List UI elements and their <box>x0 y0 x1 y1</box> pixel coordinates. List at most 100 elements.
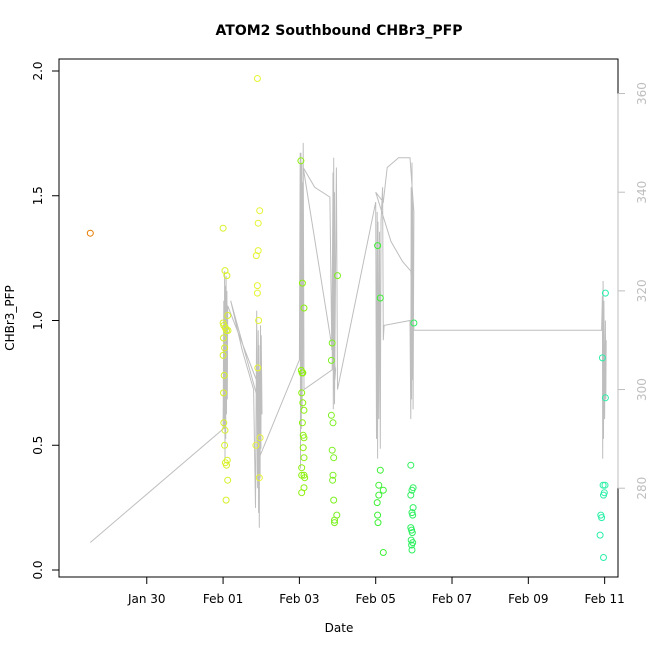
y-axis: 0.0 0.5 1.0 1.5 2.0 <box>31 61 60 580</box>
data-point <box>376 466 384 474</box>
data-point <box>407 491 415 499</box>
data-point <box>224 327 232 334</box>
data-point <box>253 75 261 82</box>
data-point <box>374 242 382 250</box>
data-point <box>298 464 306 472</box>
x-tick-label: Feb 01 <box>203 592 243 606</box>
data-point <box>220 389 227 397</box>
data-point <box>300 304 308 312</box>
data-point <box>254 219 262 227</box>
data-point <box>298 419 306 427</box>
data-point <box>601 289 609 297</box>
y-tick-label: 1.0 <box>31 311 45 330</box>
data-point <box>329 471 337 479</box>
x-tick-label: Feb 11 <box>584 592 624 606</box>
data-point <box>328 339 336 347</box>
data-point <box>330 496 338 504</box>
y2-tick-label: 320 <box>635 279 649 302</box>
y2-tick-label: 280 <box>635 477 649 500</box>
data-point <box>219 224 227 232</box>
data-point <box>299 369 307 377</box>
data-point <box>298 279 306 287</box>
data-point <box>221 344 229 352</box>
data-point <box>297 157 305 165</box>
data-point <box>221 441 229 449</box>
data-point <box>408 541 416 549</box>
data-point <box>220 419 228 427</box>
data-point <box>299 399 307 407</box>
y-tick-label: 2.0 <box>31 61 45 80</box>
y2-tick-label: 340 <box>635 181 649 204</box>
data-point <box>223 272 231 280</box>
data-point <box>298 389 306 397</box>
data-point <box>374 519 382 527</box>
data-point <box>300 434 308 442</box>
x-axis-label: Date <box>325 621 354 635</box>
x-tick-label: Feb 05 <box>356 592 396 606</box>
data-point <box>375 481 383 489</box>
data-point <box>408 546 416 554</box>
data-point <box>330 454 338 462</box>
data-point <box>219 351 227 359</box>
data-point <box>601 394 609 402</box>
data-point <box>376 294 384 302</box>
y-tick-label: 0.5 <box>31 436 45 455</box>
data-point <box>407 461 415 469</box>
data-point <box>596 531 604 539</box>
data-point <box>600 491 607 499</box>
data-point <box>301 474 309 482</box>
data-point <box>331 516 338 524</box>
data-point <box>223 461 230 469</box>
data-point <box>298 489 306 497</box>
data-point <box>221 426 229 434</box>
x-tick-label: Feb 09 <box>508 592 548 606</box>
data-point <box>252 441 260 449</box>
data-point <box>222 496 230 504</box>
data-point <box>409 511 417 519</box>
data-point <box>409 504 417 512</box>
data-point <box>600 554 607 561</box>
data-point <box>334 272 341 280</box>
y-tick-label: 0.0 <box>31 560 45 579</box>
data-point <box>252 252 260 260</box>
data-point <box>598 354 606 362</box>
data-point <box>256 207 264 215</box>
y2-tick-label: 300 <box>635 378 649 401</box>
data-point <box>408 529 416 537</box>
data-point <box>327 411 335 419</box>
data-point <box>379 549 387 556</box>
data-point <box>328 446 336 454</box>
data-point <box>599 481 607 489</box>
data-point <box>408 486 416 494</box>
y2-axis: 280 300 320 340 360 <box>617 82 649 500</box>
data-point <box>329 476 337 484</box>
data-point <box>224 476 232 484</box>
data-point <box>329 419 337 427</box>
data-point <box>300 454 308 462</box>
data-point <box>255 474 263 482</box>
data-point <box>410 319 418 327</box>
data-point <box>601 481 609 489</box>
y-tick-label: 1.5 <box>31 186 45 205</box>
x-tick-label: Jan 30 <box>127 592 166 606</box>
data-point <box>373 499 381 507</box>
y2-tick-label: 360 <box>635 82 649 105</box>
data-point <box>598 514 606 522</box>
y-axis-label: CHBr3_PFP <box>3 285 17 351</box>
data-point <box>327 356 335 364</box>
data-point <box>379 486 387 494</box>
secondary-series-line <box>89 142 607 543</box>
data-point <box>374 511 382 519</box>
x-axis: Jan 30 Feb 01 Feb 03 Feb 05 Feb 07 Feb 09 Feb … <box>127 576 625 606</box>
data-point <box>253 289 261 297</box>
data-point <box>254 364 262 372</box>
data-point <box>255 317 263 324</box>
chart-title: ATOM2 Southbound CHBr3_PFP <box>216 23 463 39</box>
points-layer <box>86 75 609 561</box>
data-point <box>331 519 338 527</box>
data-point <box>256 434 264 442</box>
data-point <box>300 406 308 414</box>
